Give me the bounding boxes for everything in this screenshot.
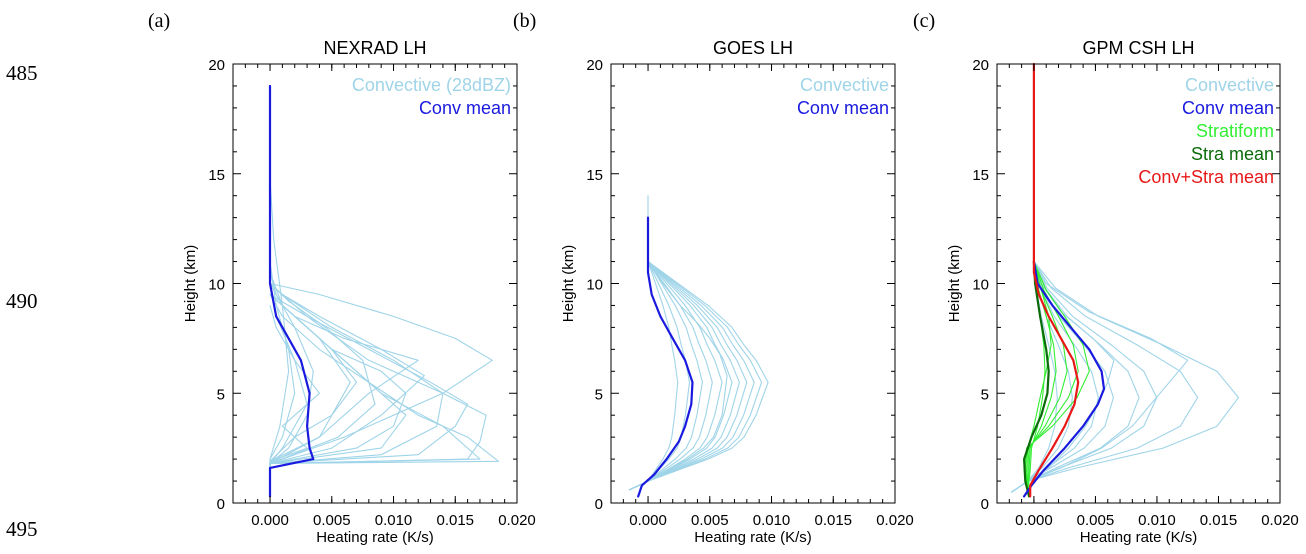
x-tick-label: 0.005 bbox=[691, 512, 729, 529]
series-line-2-6 bbox=[1023, 260, 1052, 493]
series-line-2-4 bbox=[1025, 260, 1079, 493]
series-line-1-9 bbox=[628, 217, 755, 491]
x-tick-label: 0.015 bbox=[814, 512, 852, 529]
legend-entry: Conv mean bbox=[1182, 98, 1274, 118]
x-tick-label: 0.000 bbox=[251, 512, 289, 529]
series-line-1-5 bbox=[269, 293, 481, 469]
series-line-1-11 bbox=[269, 260, 296, 469]
x-tick-label: 0.000 bbox=[1015, 512, 1053, 529]
series-line-2-1 bbox=[637, 216, 694, 498]
series-line-1-7 bbox=[269, 293, 407, 469]
x-tick-label: 0.005 bbox=[313, 512, 351, 529]
legend-entry: Convective (28dBZ) bbox=[352, 75, 511, 95]
x-tick-label: 0.015 bbox=[436, 512, 474, 529]
legend-entry: Stratiform bbox=[1196, 121, 1274, 141]
chart-title: GOES LH bbox=[713, 38, 793, 58]
chart-panel-3: 0.000 0.005 0.010 0.015 0.020 0 5 10 15 20 GPM CSH… bbox=[913, 10, 1299, 546]
series-line-3-1 bbox=[1022, 260, 1050, 498]
chart-panel-2: 0.000 0.005 0.010 0.015 0.020 0 5 10 15 20 GOES LH… bbox=[513, 10, 914, 546]
series-line-1-13 bbox=[269, 304, 320, 469]
y-tick-label: 10 bbox=[972, 277, 989, 294]
plot-frame bbox=[610, 63, 896, 504]
series-line-1-11 bbox=[628, 217, 769, 491]
line-number-485: 485 bbox=[6, 61, 38, 85]
y-axis-label: Height (km) bbox=[182, 245, 199, 323]
x-tick-label: 0.010 bbox=[1138, 512, 1176, 529]
y-tick-label: 15 bbox=[208, 167, 225, 184]
y-axis-label: Height (km) bbox=[560, 245, 577, 323]
series-line-5-1 bbox=[1029, 62, 1080, 498]
x-axis-label: Heating rate (K/s) bbox=[1080, 529, 1198, 546]
series-line-1-10 bbox=[269, 282, 487, 469]
y-tick-label: 15 bbox=[972, 167, 989, 184]
legend-entry: Convective bbox=[1185, 75, 1274, 95]
panel-label: (c) bbox=[913, 10, 935, 32]
y-tick-label: 10 bbox=[208, 277, 225, 294]
x-tick-label: 0.005 bbox=[1077, 512, 1115, 529]
x-tick-label: 0.015 bbox=[1200, 512, 1238, 529]
y-tick-label: 5 bbox=[595, 386, 603, 403]
series-line-1-4 bbox=[628, 217, 713, 491]
legend-entry: Conv+Stra mean bbox=[1138, 167, 1274, 187]
x-tick-label: 0.010 bbox=[753, 512, 791, 529]
legend-entry: Stra mean bbox=[1191, 144, 1274, 164]
legend-entry: Convective bbox=[800, 75, 889, 95]
panel-label: (b) bbox=[513, 10, 536, 32]
panel-label: (a) bbox=[148, 10, 170, 32]
legend-entry: Conv mean bbox=[797, 98, 889, 118]
x-tick-label: 0.000 bbox=[629, 512, 667, 529]
x-axis-label: Heating rate (K/s) bbox=[694, 529, 812, 546]
y-tick-label: 15 bbox=[586, 167, 603, 184]
series-line-1-9 bbox=[1011, 260, 1189, 493]
series-line-1-12 bbox=[628, 195, 728, 491]
line-number-490: 490 bbox=[6, 289, 38, 313]
series-line-2-3 bbox=[1027, 260, 1068, 493]
series-line-1-5 bbox=[628, 217, 723, 491]
series-line-1-10 bbox=[628, 217, 763, 491]
series-line-1-15 bbox=[269, 282, 425, 469]
chart-panel-1: 0.000 0.005 0.010 0.015 0.020 0 5 10 15 20 NEXRAD … bbox=[148, 10, 536, 546]
y-tick-label: 0 bbox=[217, 496, 225, 513]
series-line-1-1 bbox=[628, 217, 679, 491]
x-tick-label: 0.020 bbox=[1261, 512, 1299, 529]
series-line-1-6 bbox=[269, 293, 469, 469]
series-line-1-18 bbox=[269, 282, 376, 469]
x-axis-label: Heating rate (K/s) bbox=[316, 529, 434, 546]
chart-title: NEXRAD LH bbox=[323, 38, 426, 58]
y-tick-label: 5 bbox=[217, 386, 225, 403]
series-line-4-1 bbox=[1022, 260, 1106, 498]
y-tick-label: 0 bbox=[981, 496, 989, 513]
line-number-495: 495 bbox=[6, 517, 38, 541]
series-line-1-17 bbox=[269, 282, 444, 469]
x-tick-label: 0.010 bbox=[375, 512, 413, 529]
x-tick-label: 0.020 bbox=[498, 512, 536, 529]
y-tick-label: 10 bbox=[586, 277, 603, 294]
y-tick-label: 0 bbox=[595, 496, 603, 513]
y-tick-label: 5 bbox=[981, 386, 989, 403]
series-line-1-6 bbox=[628, 217, 733, 491]
chart-title: GPM CSH LH bbox=[1082, 38, 1194, 58]
series-line-1-2 bbox=[628, 217, 691, 491]
x-tick-label: 0.020 bbox=[876, 512, 914, 529]
series-line-1-8 bbox=[1011, 239, 1240, 493]
series-line-1-12 bbox=[269, 177, 290, 469]
series-line-1-7 bbox=[1011, 239, 1199, 493]
series-line-2-1 bbox=[268, 84, 315, 498]
series-line-1-7 bbox=[628, 217, 740, 491]
legend-entry: Conv mean bbox=[419, 98, 511, 118]
y-tick-label: 20 bbox=[586, 57, 603, 74]
series-line-1-3 bbox=[269, 282, 493, 469]
y-tick-label: 20 bbox=[972, 57, 989, 74]
y-axis-label: Height (km) bbox=[946, 245, 963, 323]
y-tick-label: 20 bbox=[208, 57, 225, 74]
series-line-1-8 bbox=[628, 217, 748, 491]
